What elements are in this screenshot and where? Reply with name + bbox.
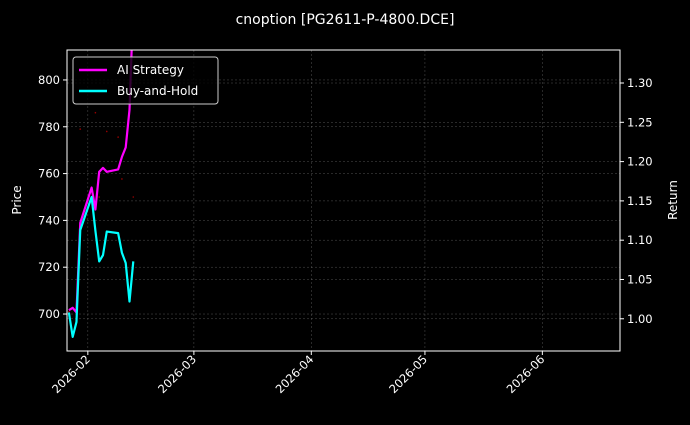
legend-label-buy-and-hold: Buy-and-Hold — [117, 84, 198, 98]
y-tick-label-right: 1.00 — [627, 312, 653, 326]
y-tick-label-left: 700 — [38, 307, 60, 321]
y-tick-label-right: 1.15 — [627, 194, 653, 208]
y-tick-label-left: 780 — [38, 120, 60, 134]
y-axis-label-right: Return — [666, 180, 680, 220]
price-point — [105, 130, 108, 133]
y-tick-label-right: 1.05 — [627, 272, 653, 286]
y-tick-label-left: 720 — [38, 260, 60, 274]
price-point — [94, 111, 97, 114]
x-tick-label: 2026-03 — [155, 352, 199, 396]
y-axis-label-left: Price — [10, 185, 24, 214]
x-tick-label: 2026-04 — [273, 352, 317, 396]
price-point — [117, 136, 119, 138]
legend: AI Strategy Buy-and-Hold — [72, 56, 219, 105]
x-tick-label: 2026-06 — [504, 352, 548, 396]
series-lines — [67, 50, 135, 338]
price-point — [68, 310, 70, 313]
legend-box — [72, 56, 219, 105]
y-tick-label-right: 1.20 — [627, 155, 653, 169]
x-tick-label: 2026-05 — [386, 352, 430, 396]
y-tick-label-left: 800 — [38, 73, 60, 87]
y-tick-label-right: 1.30 — [627, 76, 653, 90]
chart-title: cnoption [PG2611-P-4800.DCE] — [236, 12, 455, 28]
legend-label-ai-strategy: AI Strategy — [117, 63, 184, 77]
price-point — [79, 128, 82, 130]
y-tick-label-right: 1.25 — [627, 115, 653, 129]
price-point — [121, 178, 123, 180]
price-point — [98, 196, 100, 198]
price-point — [132, 196, 135, 198]
price-points — [68, 111, 135, 313]
axis-ticks: 2026-02 2026-03 2026-04 2026-05 2026-06 700 72… — [38, 73, 653, 396]
y-tick-label-left: 740 — [38, 213, 60, 227]
x-tick-label: 2026-02 — [49, 352, 93, 396]
buy-and-hold-line — [67, 195, 135, 338]
y-tick-label-left: 760 — [38, 167, 60, 181]
y-tick-label-right: 1.10 — [627, 233, 653, 247]
